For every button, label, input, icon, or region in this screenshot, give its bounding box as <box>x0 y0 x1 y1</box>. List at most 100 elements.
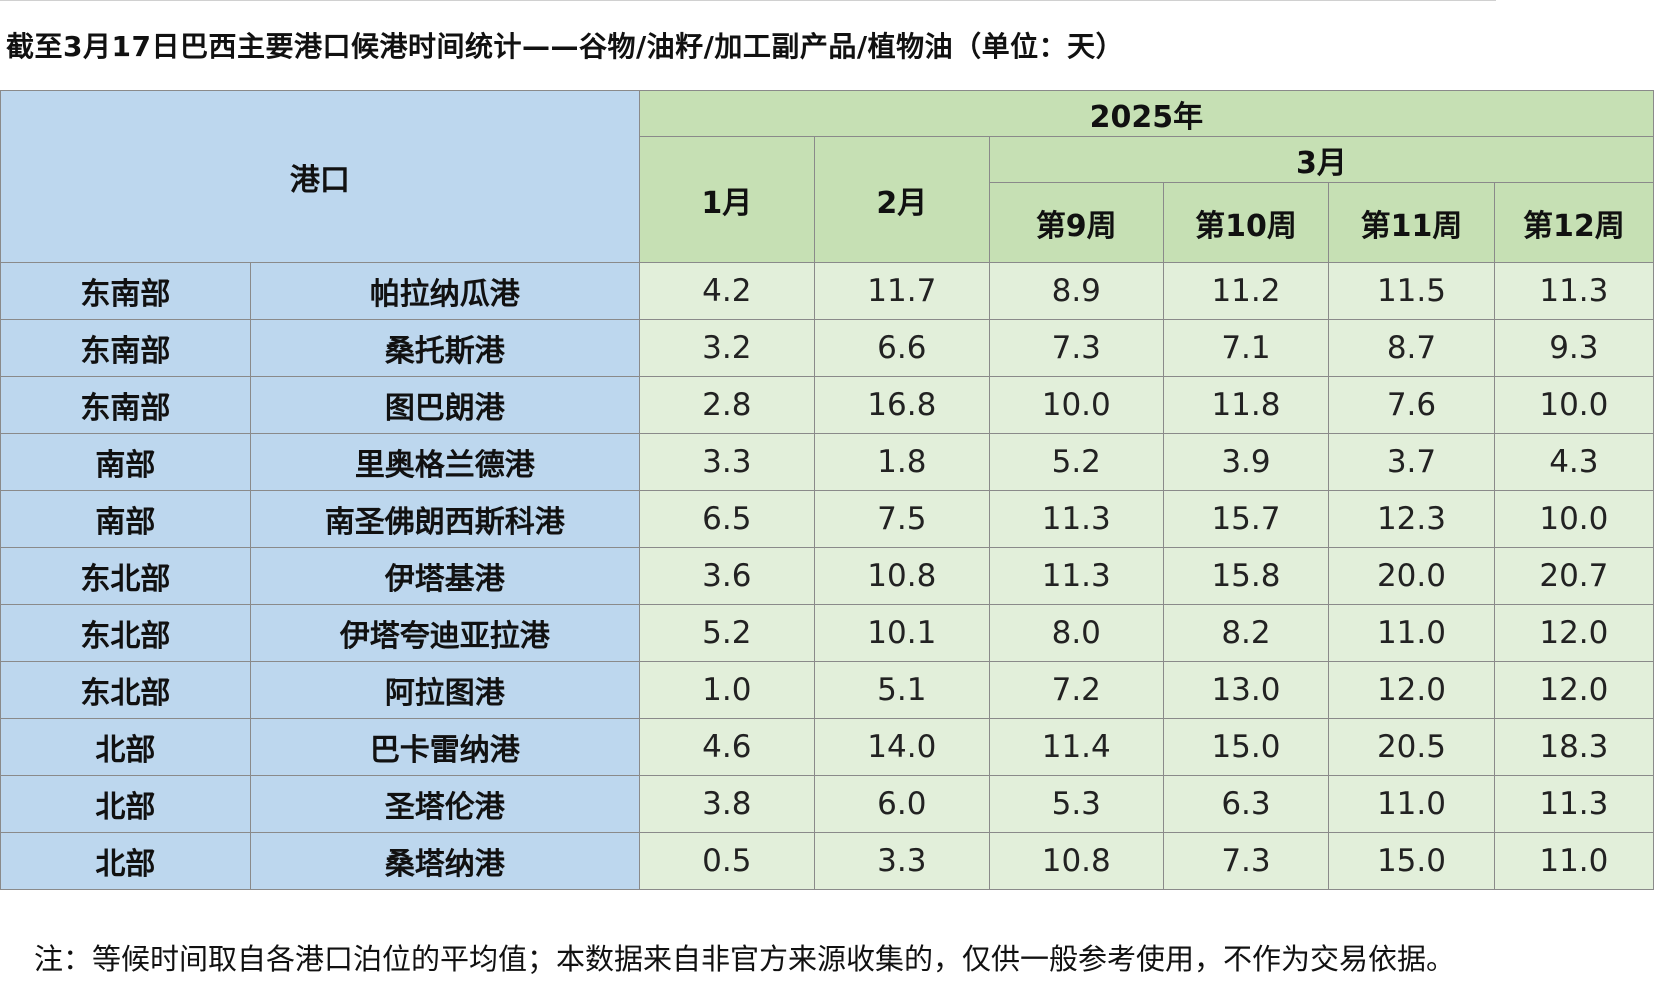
port-name-cell: 桑托斯港 <box>249 319 640 377</box>
port-name-cell: 阿拉图港 <box>249 661 640 719</box>
value-cell: 3.3 <box>638 433 815 491</box>
value-cell: 6.0 <box>813 775 990 833</box>
port-name-cell: 伊塔夸迪亚拉港 <box>249 604 640 662</box>
value-cell: 10.8 <box>813 547 990 605</box>
value-cell: 16.8 <box>813 376 990 434</box>
value-cell: 15.8 <box>1162 547 1330 605</box>
value-cell: 5.2 <box>988 433 1164 491</box>
value-cell: 11.3 <box>988 490 1164 548</box>
value-cell: 10.0 <box>1493 376 1655 434</box>
value-cell: 11.5 <box>1328 262 1495 320</box>
port-name-cell: 圣塔伦港 <box>249 775 640 833</box>
value-cell: 4.2 <box>638 262 815 320</box>
footnote: 注：等候时间取自各港口泊位的平均值；本数据来自非官方来源收集的，仅供一般参考使用… <box>34 942 1456 976</box>
value-cell: 3.6 <box>638 547 815 605</box>
region-cell: 东南部 <box>0 376 251 434</box>
table-row: 北部 圣塔伦港 3.8 6.0 5.3 6.3 11.0 11.3 <box>0 775 1655 833</box>
table-row: 南部 里奥格兰德港 3.3 1.8 5.2 3.9 3.7 4.3 <box>0 433 1655 491</box>
value-cell: 7.5 <box>813 490 990 548</box>
title-bar: 截至3月17日巴西主要港口候港时间统计——谷物/油籽/加工副产品/植物油（单位：… <box>0 0 1496 89</box>
value-cell: 20.7 <box>1493 547 1655 605</box>
value-cell: 11.0 <box>1328 604 1495 662</box>
table-row: 南部 南圣佛朗西斯科港 6.5 7.5 11.3 15.7 12.3 10.0 <box>0 490 1655 548</box>
value-cell: 8.0 <box>988 604 1164 662</box>
value-cell: 20.5 <box>1328 718 1495 776</box>
value-cell: 10.8 <box>988 832 1164 890</box>
port-name-cell: 巴卡雷纳港 <box>249 718 640 776</box>
value-cell: 0.5 <box>638 832 815 890</box>
month-header-jan: 1月 <box>638 136 815 263</box>
value-cell: 12.3 <box>1328 490 1495 548</box>
value-cell: 1.0 <box>638 661 815 719</box>
region-cell: 东北部 <box>0 661 251 719</box>
value-cell: 6.6 <box>813 319 990 377</box>
value-cell: 8.7 <box>1328 319 1495 377</box>
value-cell: 3.7 <box>1328 433 1495 491</box>
value-cell: 11.7 <box>813 262 990 320</box>
value-cell: 11.3 <box>988 547 1164 605</box>
value-cell: 5.1 <box>813 661 990 719</box>
port-name-cell: 伊塔基港 <box>249 547 640 605</box>
region-cell: 北部 <box>0 775 251 833</box>
port-name-cell: 帕拉纳瓜港 <box>249 262 640 320</box>
port-column-header: 港口 <box>0 90 640 263</box>
value-cell: 10.0 <box>1493 490 1655 548</box>
port-name-cell: 里奥格兰德港 <box>249 433 640 491</box>
value-cell: 11.8 <box>1162 376 1330 434</box>
region-cell: 东北部 <box>0 547 251 605</box>
value-cell: 11.3 <box>1493 775 1655 833</box>
value-cell: 11.0 <box>1493 832 1655 890</box>
table-row: 东北部 阿拉图港 1.0 5.1 7.2 13.0 12.0 12.0 <box>0 661 1655 719</box>
value-cell: 3.3 <box>813 832 990 890</box>
value-cell: 12.0 <box>1493 604 1655 662</box>
value-cell: 13.0 <box>1162 661 1330 719</box>
value-cell: 5.2 <box>638 604 815 662</box>
port-name-cell: 图巴朗港 <box>249 376 640 434</box>
value-cell: 15.0 <box>1328 832 1495 890</box>
region-cell: 南部 <box>0 433 251 491</box>
table-row: 东北部 伊塔基港 3.6 10.8 11.3 15.8 20.0 20.7 <box>0 547 1655 605</box>
value-cell: 3.8 <box>638 775 815 833</box>
value-cell: 3.2 <box>638 319 815 377</box>
value-cell: 7.1 <box>1162 319 1330 377</box>
value-cell: 1.8 <box>813 433 990 491</box>
value-cell: 7.6 <box>1328 376 1495 434</box>
value-cell: 4.6 <box>638 718 815 776</box>
value-cell: 14.0 <box>813 718 990 776</box>
region-cell: 南部 <box>0 490 251 548</box>
value-cell: 10.0 <box>988 376 1164 434</box>
table-row: 北部 巴卡雷纳港 4.6 14.0 11.4 15.0 20.5 18.3 <box>0 718 1655 776</box>
value-cell: 15.0 <box>1162 718 1330 776</box>
value-cell: 12.0 <box>1328 661 1495 719</box>
value-cell: 7.2 <box>988 661 1164 719</box>
port-name-cell: 南圣佛朗西斯科港 <box>249 490 640 548</box>
page-title: 截至3月17日巴西主要港口候港时间统计——谷物/油籽/加工副产品/植物油（单位：… <box>6 30 1125 63</box>
value-cell: 9.3 <box>1493 319 1655 377</box>
port-waiting-table: 港口 2025年 1月 2月 3月 第9周 第10周 第11周 第12周 东南部… <box>0 90 1655 890</box>
value-cell: 6.5 <box>638 490 815 548</box>
region-cell: 东北部 <box>0 604 251 662</box>
table-row: 东南部 帕拉纳瓜港 4.2 11.7 8.9 11.2 11.5 11.3 <box>0 262 1655 320</box>
region-cell: 东南部 <box>0 319 251 377</box>
month-header-mar: 3月 <box>988 136 1655 183</box>
value-cell: 2.8 <box>638 376 815 434</box>
value-cell: 11.4 <box>988 718 1164 776</box>
value-cell: 20.0 <box>1328 547 1495 605</box>
value-cell: 5.3 <box>988 775 1164 833</box>
value-cell: 11.0 <box>1328 775 1495 833</box>
value-cell: 7.3 <box>1162 832 1330 890</box>
value-cell: 15.7 <box>1162 490 1330 548</box>
week-header-9: 第9周 <box>988 182 1164 263</box>
table-row: 东北部 伊塔夸迪亚拉港 5.2 10.1 8.0 8.2 11.0 12.0 <box>0 604 1655 662</box>
value-cell: 10.1 <box>813 604 990 662</box>
week-header-10: 第10周 <box>1162 182 1330 263</box>
region-cell: 北部 <box>0 832 251 890</box>
port-name-cell: 桑塔纳港 <box>249 832 640 890</box>
value-cell: 12.0 <box>1493 661 1655 719</box>
value-cell: 6.3 <box>1162 775 1330 833</box>
value-cell: 4.3 <box>1493 433 1655 491</box>
value-cell: 11.3 <box>1493 262 1655 320</box>
value-cell: 8.9 <box>988 262 1164 320</box>
table-row: 东南部 图巴朗港 2.8 16.8 10.0 11.8 7.6 10.0 <box>0 376 1655 434</box>
value-cell: 18.3 <box>1493 718 1655 776</box>
